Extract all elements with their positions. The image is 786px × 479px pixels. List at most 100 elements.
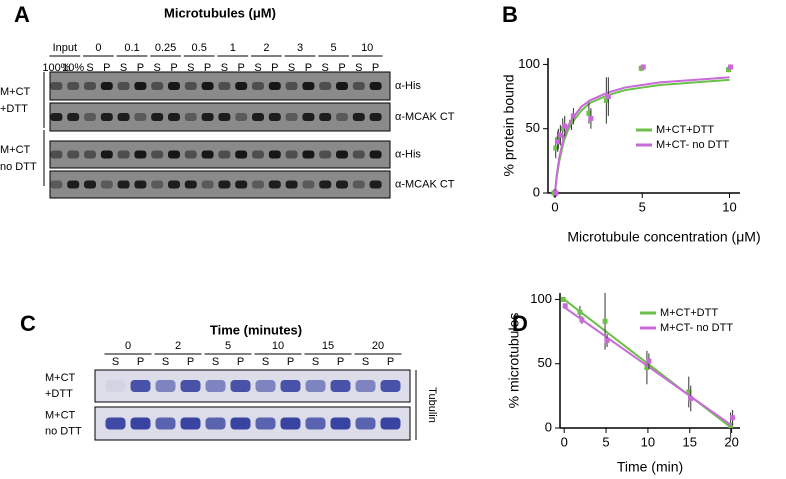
- x-tick-label: 0: [551, 199, 558, 214]
- y-tick-label: 100: [518, 56, 540, 71]
- band: [84, 180, 96, 189]
- panel-letter: A: [14, 2, 30, 27]
- condition-label: +DTT: [0, 103, 28, 115]
- antibody-label: α-His: [395, 80, 421, 92]
- band: [218, 113, 231, 121]
- band: [268, 150, 281, 159]
- band: [252, 113, 264, 121]
- band: [380, 380, 401, 392]
- point: [604, 338, 610, 344]
- condition-label: M+CT: [45, 372, 76, 384]
- group-label: 0.1: [124, 42, 139, 54]
- band: [134, 82, 147, 90]
- panel-letter: B: [502, 2, 518, 27]
- band: [355, 417, 376, 430]
- band: [67, 150, 80, 159]
- band: [184, 180, 197, 189]
- condition-label: +DTT: [45, 388, 73, 400]
- fit-line: [553, 76, 730, 194]
- point: [577, 309, 583, 315]
- band: [268, 180, 281, 189]
- band: [100, 82, 113, 90]
- lane-label: S: [288, 62, 295, 74]
- point: [730, 415, 736, 421]
- y-tick-label: 100: [530, 291, 552, 306]
- group-label: 5: [331, 42, 337, 54]
- band: [255, 417, 276, 430]
- band: [255, 380, 276, 392]
- panel-letter: C: [20, 311, 36, 336]
- lane-label: S: [154, 62, 161, 74]
- point: [726, 67, 732, 73]
- x-tick-label: 20: [724, 434, 738, 449]
- point: [553, 190, 559, 196]
- condition-label: no DTT: [0, 161, 37, 173]
- band: [252, 150, 264, 159]
- blot-title: Time (minutes): [210, 322, 302, 337]
- x-axis-label: Microtubule concentration (μM): [567, 229, 760, 245]
- band: [280, 417, 301, 430]
- lane-label: P: [170, 62, 177, 74]
- band: [305, 380, 326, 392]
- legend-label: M+CT- no DTT: [656, 139, 729, 151]
- band: [280, 380, 301, 392]
- band: [151, 113, 164, 121]
- band: [302, 150, 315, 159]
- band: [117, 150, 130, 159]
- point: [688, 395, 694, 401]
- point: [640, 64, 646, 70]
- lane-label: S: [355, 62, 362, 74]
- band: [84, 82, 96, 90]
- group-label: 15: [322, 340, 334, 352]
- fit-line: [563, 306, 733, 427]
- band: [336, 113, 348, 121]
- condition-label: M+CT: [0, 86, 31, 98]
- group-label: 10: [272, 340, 284, 352]
- condition-label: M+CT: [0, 144, 31, 156]
- band: [84, 113, 96, 121]
- band: [84, 150, 96, 159]
- lane-label: P: [271, 62, 278, 74]
- band: [117, 82, 130, 90]
- band: [369, 113, 382, 121]
- band: [67, 82, 80, 90]
- band: [117, 113, 130, 121]
- band: [218, 82, 231, 90]
- band: [134, 180, 147, 189]
- group-label: Input: [53, 42, 77, 54]
- lane-label: S: [322, 62, 329, 74]
- band: [352, 180, 365, 189]
- band: [100, 180, 113, 189]
- band: [50, 150, 63, 159]
- band: [330, 380, 351, 392]
- band: [319, 180, 332, 189]
- band: [352, 82, 365, 90]
- band: [285, 180, 298, 189]
- band: [235, 82, 248, 90]
- band: [336, 82, 348, 90]
- antibody-label: α-MCAK CT: [395, 111, 455, 123]
- group-label: 0.25: [155, 42, 176, 54]
- band: [134, 113, 147, 121]
- lane-label: P: [287, 356, 294, 368]
- band: [285, 113, 298, 121]
- point: [560, 296, 566, 302]
- point: [555, 139, 561, 145]
- point: [605, 94, 611, 100]
- blot-title: Microtubules (μM): [164, 5, 276, 20]
- lane-label: P: [372, 62, 379, 74]
- point: [588, 115, 594, 121]
- point: [557, 132, 563, 138]
- band: [155, 417, 176, 430]
- band: [369, 180, 382, 189]
- band: [168, 113, 180, 121]
- lane-label: S: [120, 62, 127, 74]
- point: [646, 358, 652, 364]
- band: [67, 180, 80, 189]
- band: [184, 150, 197, 159]
- x-tick-label: 0: [561, 434, 568, 449]
- band: [168, 150, 180, 159]
- band: [205, 380, 226, 392]
- band: [180, 417, 201, 430]
